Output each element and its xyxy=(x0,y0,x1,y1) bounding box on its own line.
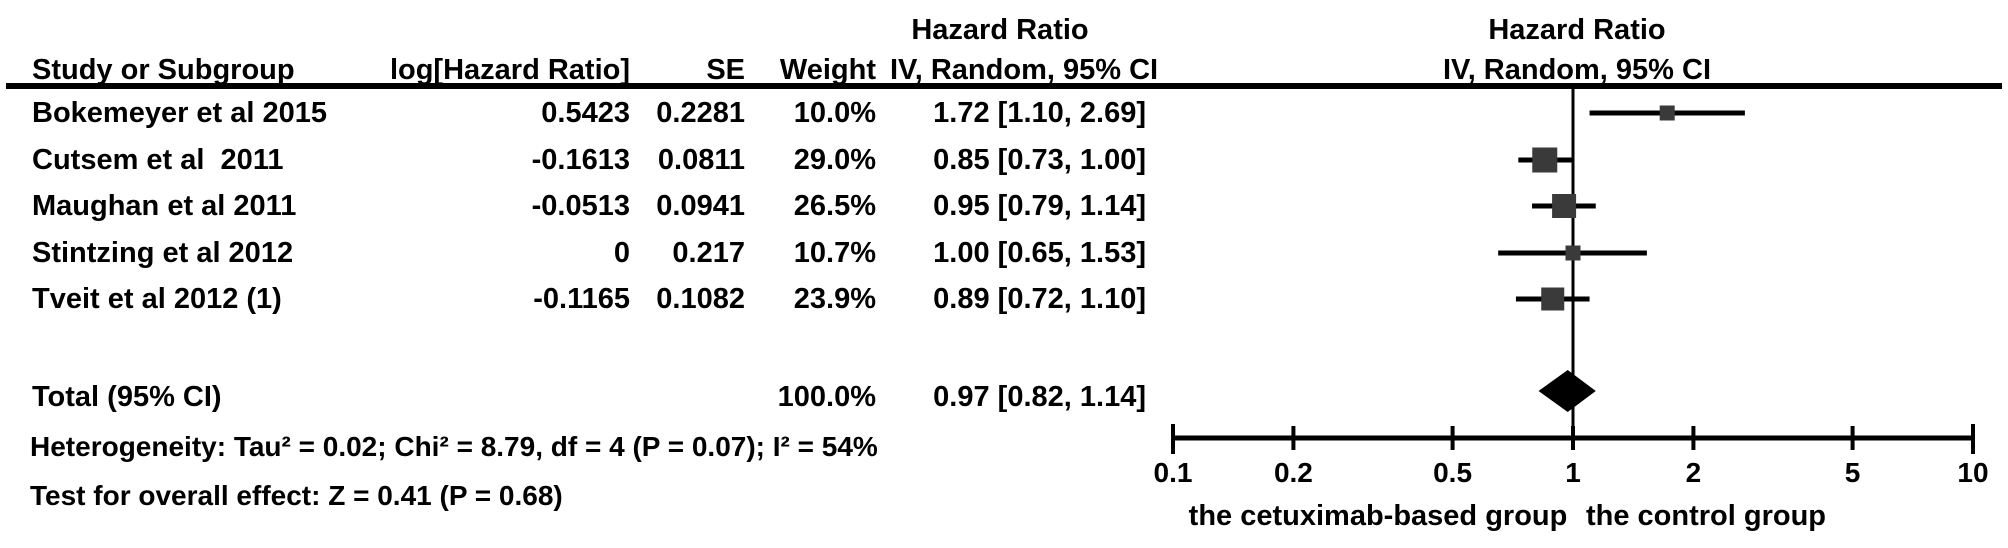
axis-label-right-group: the control group xyxy=(1585,500,1827,532)
axis-label-left-group: the cetuximab-based group xyxy=(1188,500,1568,532)
column-header-log-hr: log[Hazard Ratio] xyxy=(389,54,630,86)
effect-square xyxy=(1659,105,1675,121)
column-header-study: Study or Subgroup xyxy=(32,54,295,86)
effect-square xyxy=(1532,147,1558,173)
se-value: 0.2281 xyxy=(656,97,745,129)
heterogeneity-stats: Heterogeneity: Tau² = 0.02; Chi² = 8.79,… xyxy=(30,431,878,462)
ci-value: 1.00 [0.65, 1.53] xyxy=(933,237,1146,269)
weight-value: 10.0% xyxy=(793,97,876,129)
log-hr-value: 0.5423 xyxy=(541,97,630,129)
ci-value: 1.72 [1.10, 2.69] xyxy=(933,97,1146,129)
log-hr-value: -0.1613 xyxy=(531,144,630,176)
se-value: 0.0941 xyxy=(656,190,745,222)
total-row-weight: 100.0% xyxy=(777,381,876,413)
axis-tick-label: 0.5 xyxy=(1433,457,1473,488)
axis-tick-label: 0.1 xyxy=(1153,457,1193,488)
ci-value: 0.89 [0.72, 1.10] xyxy=(933,283,1146,315)
effect-square xyxy=(1565,245,1581,261)
study-name: Cutsem et al 2011 xyxy=(32,144,284,176)
weight-value: 26.5% xyxy=(793,190,876,222)
log-hr-value: -0.0513 xyxy=(531,190,630,222)
effect-square xyxy=(1552,194,1577,218)
study-name: Stintzing et al 2012 xyxy=(32,237,294,269)
effect-square xyxy=(1541,287,1565,311)
overall-effect-stats: Test for overall effect: Z = 0.41 (P = 0… xyxy=(30,480,563,511)
log-hr-value: 0 xyxy=(613,237,630,269)
column-header-weight: Weight xyxy=(779,54,876,86)
study-name: Bokemeyer et al 2015 xyxy=(32,97,328,129)
se-value: 0.217 xyxy=(672,237,745,269)
axis-tick-label: 0.2 xyxy=(1273,457,1313,488)
study-name: Maughan et al 2011 xyxy=(32,190,297,222)
log-hr-value: -0.1165 xyxy=(533,283,630,315)
weight-value: 29.0% xyxy=(793,144,876,176)
weight-value: 23.9% xyxy=(793,283,876,315)
column-header-hazard-ratio-plot: Hazard Ratio xyxy=(1488,14,1666,46)
axis-tick-label: 10 xyxy=(1957,457,1989,488)
axis-tick-label: 2 xyxy=(1685,457,1702,488)
study-name: Tveit et al 2012 (1) xyxy=(32,283,282,315)
axis-tick-label: 1 xyxy=(1565,457,1581,488)
axis-tick-label: 5 xyxy=(1844,457,1861,488)
ci-value: 0.95 [0.79, 1.14] xyxy=(933,190,1146,222)
weight-value: 10.7% xyxy=(793,237,876,269)
column-header-se: SE xyxy=(706,54,745,86)
total-row-label: Total (95% CI) xyxy=(32,381,222,413)
column-header-iv-random-plot: IV, Random, 95% CI xyxy=(1442,54,1712,86)
se-value: 0.1082 xyxy=(656,283,745,315)
ci-value: 0.85 [0.73, 1.00] xyxy=(933,144,1146,176)
total-row-ci: 0.97 [0.82, 1.14] xyxy=(933,381,1146,413)
header-separator-line xyxy=(6,83,2002,89)
se-value: 0.0811 xyxy=(657,144,745,176)
column-header-hazard-ratio-values: Hazard Ratio xyxy=(911,14,1089,46)
pooled-diamond xyxy=(1538,370,1596,412)
